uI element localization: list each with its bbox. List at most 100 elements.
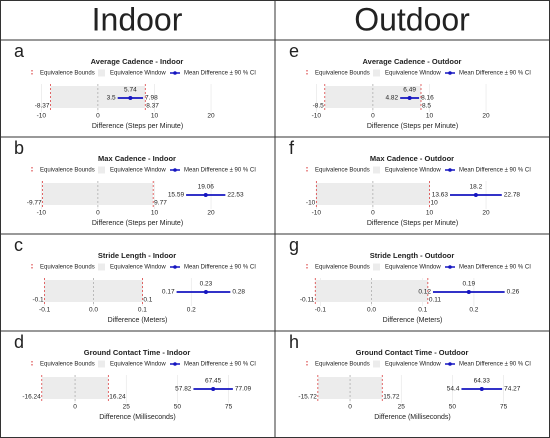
bound-label: 10 [430,200,438,207]
x-axis-label: Difference (Steps per Minute) [92,220,183,227]
legend-label: Equivalence Window [385,168,441,174]
x-axis-label: Difference (Steps per Minute) [367,123,458,130]
ci-label: 3.5 [107,95,116,102]
panel-letter: f [289,138,295,158]
panel-title: Ground Contact Time - Outdoor [356,348,469,357]
x-tick-label: 50 [449,404,457,411]
x-tick-label: 75 [500,404,508,411]
x-tick-label: 20 [207,113,215,120]
legend-label: Equivalence Bounds [315,168,370,174]
ci-label: 0.12 [418,289,431,296]
bound-label: -0.11 [300,297,315,304]
legend-window-key [98,360,105,368]
legend-ci-key [448,168,452,172]
x-tick-label: 10 [426,113,434,120]
legend-label: Equivalence Bounds [40,265,95,271]
ci-label: 7.98 [145,95,158,102]
bound-label: 0.1 [143,297,152,304]
panel-title: Stride Length - Outdoor [370,251,455,260]
x-tick-label: 20 [207,210,215,217]
legend-label: Equivalence Window [385,265,441,271]
x-tick-label: 0 [371,210,375,217]
legend-ci-key [173,168,177,172]
mean-point [203,193,208,197]
x-tick-label: 25 [123,404,131,411]
legend-label: Mean Difference ± 90 % CI [184,265,256,271]
panel-title: Stride Length - Indoor [98,251,176,260]
bound-label: -0.1 [32,297,44,304]
x-axis-label: Difference (Steps per Minute) [367,220,458,227]
legend-ci-key [173,362,177,366]
panel-letter: b [14,138,24,158]
legend-ci-key [448,362,452,366]
ci-label: 0.26 [507,289,520,296]
legend-label: Mean Difference ± 90 % CI [184,71,256,77]
legend-label: Mean Difference ± 90 % CI [459,362,531,368]
bound-label: -16.24 [22,394,41,401]
legend-label: Equivalence Window [110,168,166,174]
mean-label: 64.33 [474,378,491,385]
legend-ci-key [448,71,452,75]
legend-label: Equivalence Window [110,362,166,368]
x-tick-label: -0.1 [39,307,51,314]
panel-title: Ground Contact Time - Indoor [84,348,191,357]
legend-label: Mean Difference ± 90 % CI [459,265,531,271]
legend-label: Equivalence Bounds [315,71,370,77]
panel-title: Average Cadence - Outdoor [363,57,462,66]
bound-label: 8.37 [146,103,159,110]
x-tick-label: -10 [37,210,47,217]
legend-window-key [373,263,380,271]
mean-label: 6.49 [403,87,416,94]
mean-label: 0.23 [200,281,213,288]
legend-ci-key [173,265,177,269]
mean-label: 5.74 [124,87,137,94]
mean-point [203,290,208,294]
legend-window-key [98,166,105,174]
bound-label: 0.11 [429,297,442,304]
bound-label: -8.5 [313,103,325,110]
x-tick-label: 10 [426,210,434,217]
x-tick-label: 0 [73,404,77,411]
x-axis-label: Difference (Meters) [383,317,443,324]
panel-letter: a [14,41,25,61]
x-tick-label: 0 [348,404,352,411]
panel-title: Max Cadence - Outdoor [370,154,454,163]
ci-label: 22.78 [504,192,521,199]
x-tick-label: -10 [312,113,322,120]
mean-point [128,96,133,100]
panel-letter: h [289,332,299,352]
ci-label: 74.27 [504,386,521,393]
mean-point [211,387,216,391]
ci-label: 15.59 [168,192,185,199]
mean-point [407,96,412,100]
x-tick-label: 0.0 [89,307,98,314]
legend-label: Mean Difference ± 90 % CI [184,168,256,174]
ci-label: 0.17 [162,289,175,296]
bound-label: 9.77 [154,200,167,207]
bound-label: -15.72 [298,394,317,401]
mean-point [473,193,478,197]
mean-label: 19.06 [198,184,215,191]
mean-label: 18.2 [470,184,483,191]
x-tick-label: 10 [151,210,159,217]
x-axis-label: Difference (Milliseconds) [99,414,176,421]
bound-label: 15.72 [383,394,400,401]
x-axis-label: Difference (Meters) [108,317,168,324]
panel-title: Max Cadence - Indoor [98,154,176,163]
legend-window-key [98,263,105,271]
ci-label: 4.82 [386,95,399,102]
x-tick-label: 0 [96,210,100,217]
panel-letter: e [289,41,299,61]
x-tick-label: 0.2 [469,307,478,314]
x-tick-label: 0.1 [418,307,427,314]
bound-label: -9.77 [27,200,42,207]
ci-label: 22.53 [227,192,244,199]
mean-label: 0.19 [462,281,475,288]
legend-label: Mean Difference ± 90 % CI [459,168,531,174]
x-tick-label: 0 [371,113,375,120]
legend-window-key [98,69,105,77]
ci-label: 77.09 [235,386,252,393]
panel-letter: d [14,332,24,352]
